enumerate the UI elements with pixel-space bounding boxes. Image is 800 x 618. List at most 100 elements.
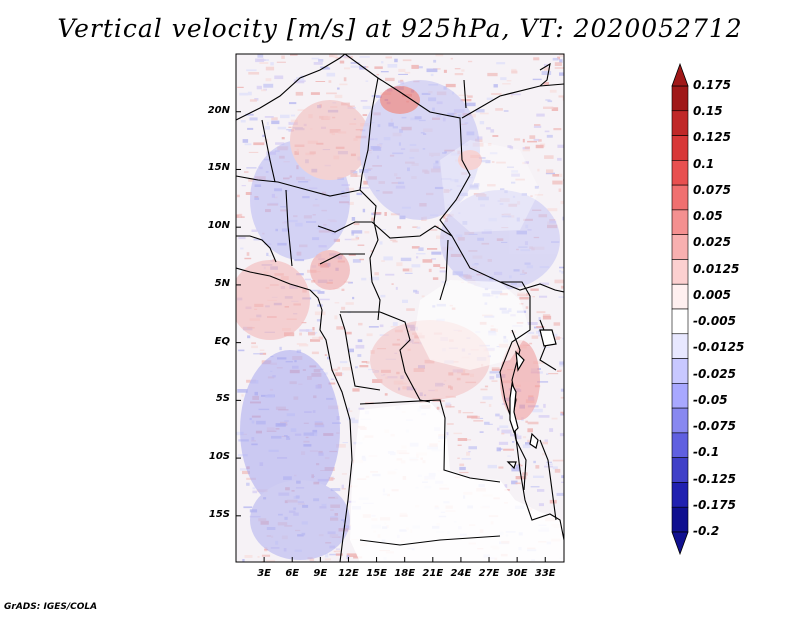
velocity-speckle — [533, 475, 544, 478]
velocity-speckle — [559, 72, 564, 76]
velocity-speckle — [339, 55, 351, 58]
velocity-speckle — [299, 344, 309, 347]
velocity-speckle — [542, 347, 550, 348]
velocity-speckle — [359, 56, 370, 58]
velocity-speckle — [529, 342, 533, 345]
velocity-speckle — [542, 314, 551, 318]
velocity-speckle — [560, 396, 564, 399]
velocity-speckle — [381, 61, 384, 64]
velocity-speckle — [469, 184, 478, 188]
colorbar-label: -0.075 — [693, 419, 736, 434]
velocity-speckle — [411, 246, 420, 249]
velocity-speckle — [339, 361, 348, 364]
velocity-speckle — [412, 226, 418, 228]
velocity-speckle — [384, 212, 387, 216]
velocity-speckle — [545, 172, 555, 175]
velocity-speckle — [514, 138, 521, 141]
velocity-speckle — [533, 460, 536, 464]
velocity-speckle — [395, 286, 398, 290]
velocity-speckle — [499, 415, 503, 420]
velocity-speckle — [459, 466, 466, 471]
velocity-speckle — [559, 54, 564, 57]
velocity-speckle — [369, 276, 380, 281]
velocity-speckle — [520, 464, 523, 467]
velocity-speckle — [422, 259, 433, 263]
velocity-speckle — [237, 86, 244, 88]
velocity-speckle — [371, 217, 375, 221]
velocity-speckle — [542, 453, 546, 456]
velocity-speckle — [418, 247, 424, 251]
velocity-speckle — [469, 186, 479, 190]
velocity-speckle — [460, 99, 472, 102]
velocity-speckle — [511, 173, 520, 177]
velocity-speckle — [324, 354, 327, 356]
colorbar-box — [671, 407, 689, 434]
velocity-speckle — [379, 324, 384, 328]
velocity-speckle — [392, 240, 398, 243]
velocity-speckle — [404, 71, 411, 74]
velocity-speckle — [557, 56, 560, 60]
velocity-speckle — [561, 475, 564, 479]
velocity-speckle — [525, 442, 531, 446]
velocity-speckle — [357, 354, 362, 357]
velocity-speckle — [314, 311, 326, 316]
lon-label: 33E — [534, 568, 556, 579]
velocity-speckle — [252, 490, 258, 494]
velocity-speckle — [244, 555, 253, 558]
velocity-speckle — [466, 415, 478, 419]
velocity-speckle — [554, 67, 564, 69]
velocity-speckle — [238, 349, 245, 352]
velocity-speckle — [347, 417, 356, 421]
velocity-speckle — [400, 81, 405, 85]
velocity-speckle — [445, 404, 452, 408]
velocity-speckle — [295, 80, 306, 82]
velocity-speckle — [353, 556, 363, 559]
velocity-speckle — [536, 311, 546, 314]
velocity-speckle — [546, 373, 549, 375]
velocity-speckle — [428, 268, 432, 273]
velocity-speckle — [241, 185, 246, 187]
velocity-speckle — [477, 136, 483, 140]
velocity-speckle — [336, 326, 345, 330]
velocity-speckle — [506, 80, 512, 82]
velocity-speckle — [559, 270, 562, 273]
velocity-speckle — [357, 339, 363, 343]
velocity-speckle — [515, 178, 525, 181]
velocity-speckle — [251, 345, 258, 349]
velocity-speckle — [553, 322, 561, 326]
velocity-speckle — [376, 95, 382, 98]
velocity-speckle — [394, 58, 398, 63]
velocity-speckle — [330, 488, 341, 492]
velocity-speckle — [416, 256, 419, 259]
velocity-speckle — [554, 279, 564, 284]
velocity-speckle — [288, 130, 294, 132]
velocity-speckle — [468, 451, 471, 453]
velocity-speckle — [558, 95, 564, 98]
velocity-speckle — [501, 432, 505, 435]
velocity-speckle — [454, 73, 464, 76]
velocity-speckle — [335, 550, 342, 552]
colorbar-top-arrow — [671, 62, 689, 87]
velocity-speckle — [290, 114, 296, 117]
velocity-speckle — [548, 373, 559, 375]
velocity-speckle — [294, 259, 305, 262]
velocity-speckle — [443, 69, 447, 73]
velocity-speckle — [368, 368, 375, 371]
velocity-speckle — [398, 68, 406, 72]
velocity-speckle — [459, 463, 465, 467]
velocity-speckle — [432, 277, 439, 280]
velocity-speckle — [319, 298, 330, 301]
colorbar-box — [671, 358, 689, 384]
velocity-speckle — [557, 157, 562, 161]
colorbar-box — [671, 160, 689, 186]
velocity-speckle — [475, 109, 485, 113]
velocity-speckle — [324, 372, 328, 375]
velocity-speckle — [496, 62, 506, 65]
velocity-speckle — [493, 84, 498, 88]
velocity-speckle — [543, 403, 546, 408]
lon-label: 15E — [366, 568, 387, 579]
velocity-speckle — [355, 237, 360, 240]
velocity-speckle — [365, 80, 369, 82]
velocity-speckle — [480, 388, 488, 391]
colorbar-label: -0.1 — [693, 445, 720, 460]
